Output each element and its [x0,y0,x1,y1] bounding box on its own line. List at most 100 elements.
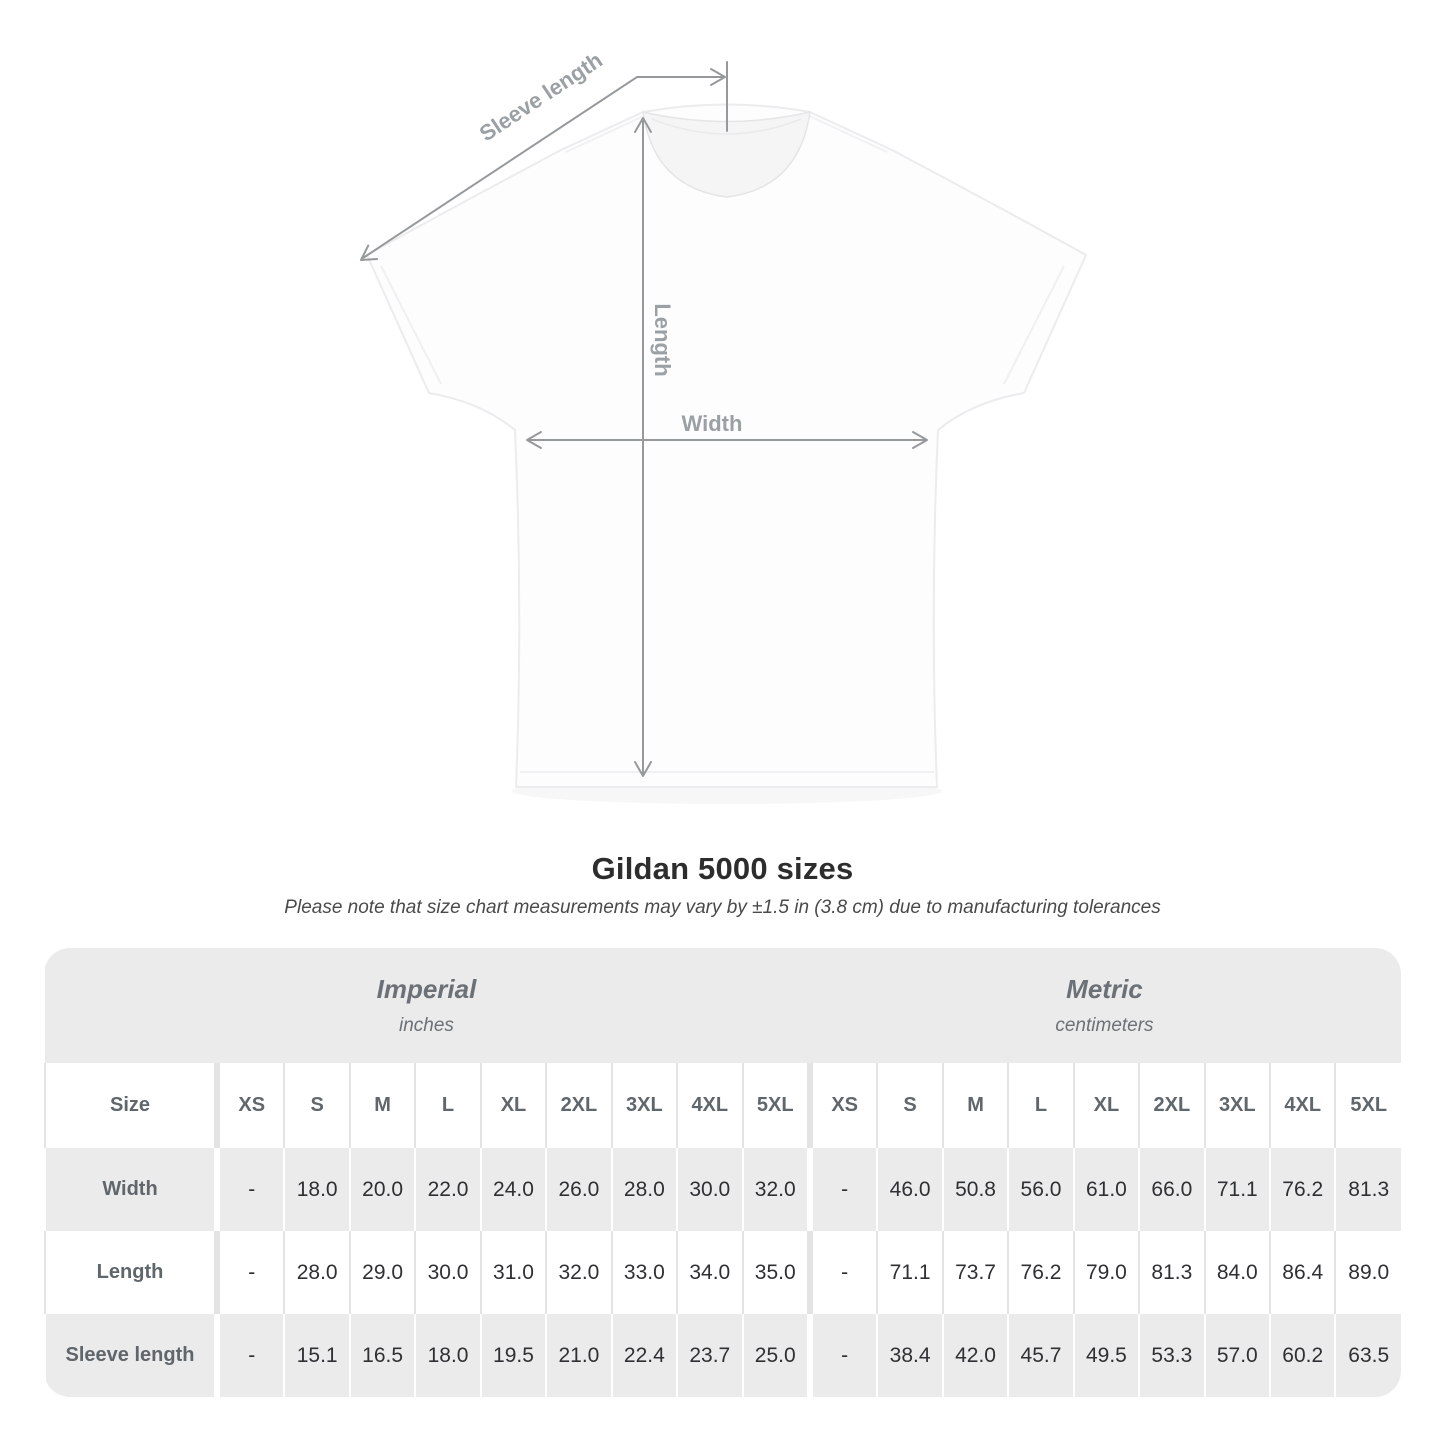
length-label: Length [650,303,675,376]
value-cell: - [217,1231,285,1314]
value-cell: 16.5 [348,1314,416,1397]
value-cell: 79.0 [1072,1231,1140,1314]
imperial-section-header: Imperial inches [45,948,808,1063]
measurement-annotations [360,61,928,777]
value-cell: 30.0 [676,1148,743,1231]
value-cell: 45.7 [1007,1314,1074,1397]
value-cell: 84.0 [1203,1231,1270,1314]
size-col-header: L [414,1063,481,1148]
cuff-seams [380,265,1065,385]
value-cell: 25.0 [741,1314,808,1397]
imperial-title: Imperial [376,974,477,1004]
section-gap [806,1231,812,1314]
value-cell: 57.0 [1203,1314,1270,1397]
size-col-header: S [876,1063,943,1148]
width-arrow [526,431,928,449]
size-col-header: 5XL [1334,1063,1401,1148]
value-cell: 18.0 [414,1314,481,1397]
neck-opening [642,111,811,198]
sleeve-length-arrow [360,61,728,261]
size-col-header: 3XL [610,1063,678,1148]
value-cell: 31.0 [479,1231,547,1314]
size-col-header: XL [1072,1063,1140,1148]
value-cell: 22.0 [414,1148,481,1231]
size-col-header: XL [479,1063,547,1148]
tshirt-body [366,103,1087,788]
arrowhead-neck-end [710,68,726,86]
value-cell: 21.0 [545,1314,612,1397]
value-cell: 23.7 [676,1314,743,1397]
value-cell: 34.0 [676,1231,743,1314]
value-cell: 81.3 [1138,1231,1205,1314]
arrowhead-left [526,431,542,449]
value-cell: 33.0 [610,1231,678,1314]
section-gap [214,1148,219,1231]
value-cell: 50.8 [941,1148,1009,1231]
size-col-header: 2XL [545,1063,612,1148]
value-cell: 22.4 [610,1314,678,1397]
value-cell: 73.7 [941,1231,1009,1314]
tshirt-graphic [366,103,1087,804]
value-cell: 24.0 [479,1148,547,1231]
size-col-header: 3XL [1203,1063,1270,1148]
value-cell: 28.0 [283,1231,350,1314]
size-col-header: M [941,1063,1009,1148]
value-cell: 15.1 [283,1314,350,1397]
imperial-unit: inches [399,1015,454,1036]
arrowhead-sleeve-end [360,244,379,261]
section-gap [806,1148,812,1231]
section-gap [806,1063,812,1148]
value-cell: 42.0 [941,1314,1009,1397]
value-cell: 38.4 [876,1314,943,1397]
value-cell: 32.0 [545,1231,612,1314]
size-col-header: M [348,1063,416,1148]
shoulder-seams [565,114,888,153]
value-cell: 61.0 [1072,1148,1140,1231]
table-row-sleeve-length: Sleeve length - 15.1 16.5 18.0 19.5 21.0… [44,1314,1401,1397]
value-cell: 46.0 [876,1148,943,1231]
size-col-header: L [1007,1063,1074,1148]
row-label: Width [44,1148,215,1231]
unit-header-row: Imperial inches Metric centimeters [45,948,1401,1063]
page-title: Gildan 5000 sizes [591,851,854,886]
value-cell: 63.5 [1334,1314,1401,1397]
value-cell: 66.0 [1138,1148,1205,1231]
value-cell: - [217,1314,285,1397]
metric-section-header: Metric centimeters [807,948,1401,1063]
value-cell: - [810,1314,878,1397]
size-header-row: Size XS S M L XL 2XL 3XL 4XL 5XL XS S M … [44,1063,1401,1148]
table-row-width: Width - 18.0 20.0 22.0 24.0 26.0 28.0 30… [44,1148,1401,1231]
value-cell: 71.1 [876,1231,943,1314]
row-label: Length [44,1231,215,1314]
value-cell: - [810,1148,878,1231]
section-gap [214,1231,219,1314]
value-cell: 29.0 [348,1231,416,1314]
section-gap [214,1314,219,1397]
metric-unit: centimeters [1055,1015,1154,1036]
size-chart-table: Imperial inches Metric centimeters Size … [44,948,1401,1397]
size-row-label: Size [44,1063,215,1148]
length-arrow [634,117,652,777]
size-col-header: XS [217,1063,285,1148]
back-collar-seam [651,118,802,135]
arrowhead-down [634,761,652,777]
value-cell: 76.2 [1007,1231,1074,1314]
value-cell: 76.2 [1268,1148,1336,1231]
value-cell: - [810,1231,878,1314]
value-cell: 71.1 [1203,1148,1270,1231]
arrowhead-up [634,117,652,133]
value-cell: 81.3 [1334,1148,1401,1231]
section-gap [806,1314,812,1397]
value-cell: - [217,1148,285,1231]
value-cell: 56.0 [1007,1148,1074,1231]
value-cell: 53.3 [1138,1314,1205,1397]
value-cell: 86.4 [1268,1231,1336,1314]
size-col-header: XS [810,1063,878,1148]
value-cell: 19.5 [479,1314,547,1397]
size-col-header: 4XL [676,1063,743,1148]
value-cell: 28.0 [610,1148,678,1231]
value-cell: 18.0 [283,1148,350,1231]
metric-title: Metric [1066,974,1143,1004]
tolerance-note: Please note that size chart measurements… [284,897,1161,918]
